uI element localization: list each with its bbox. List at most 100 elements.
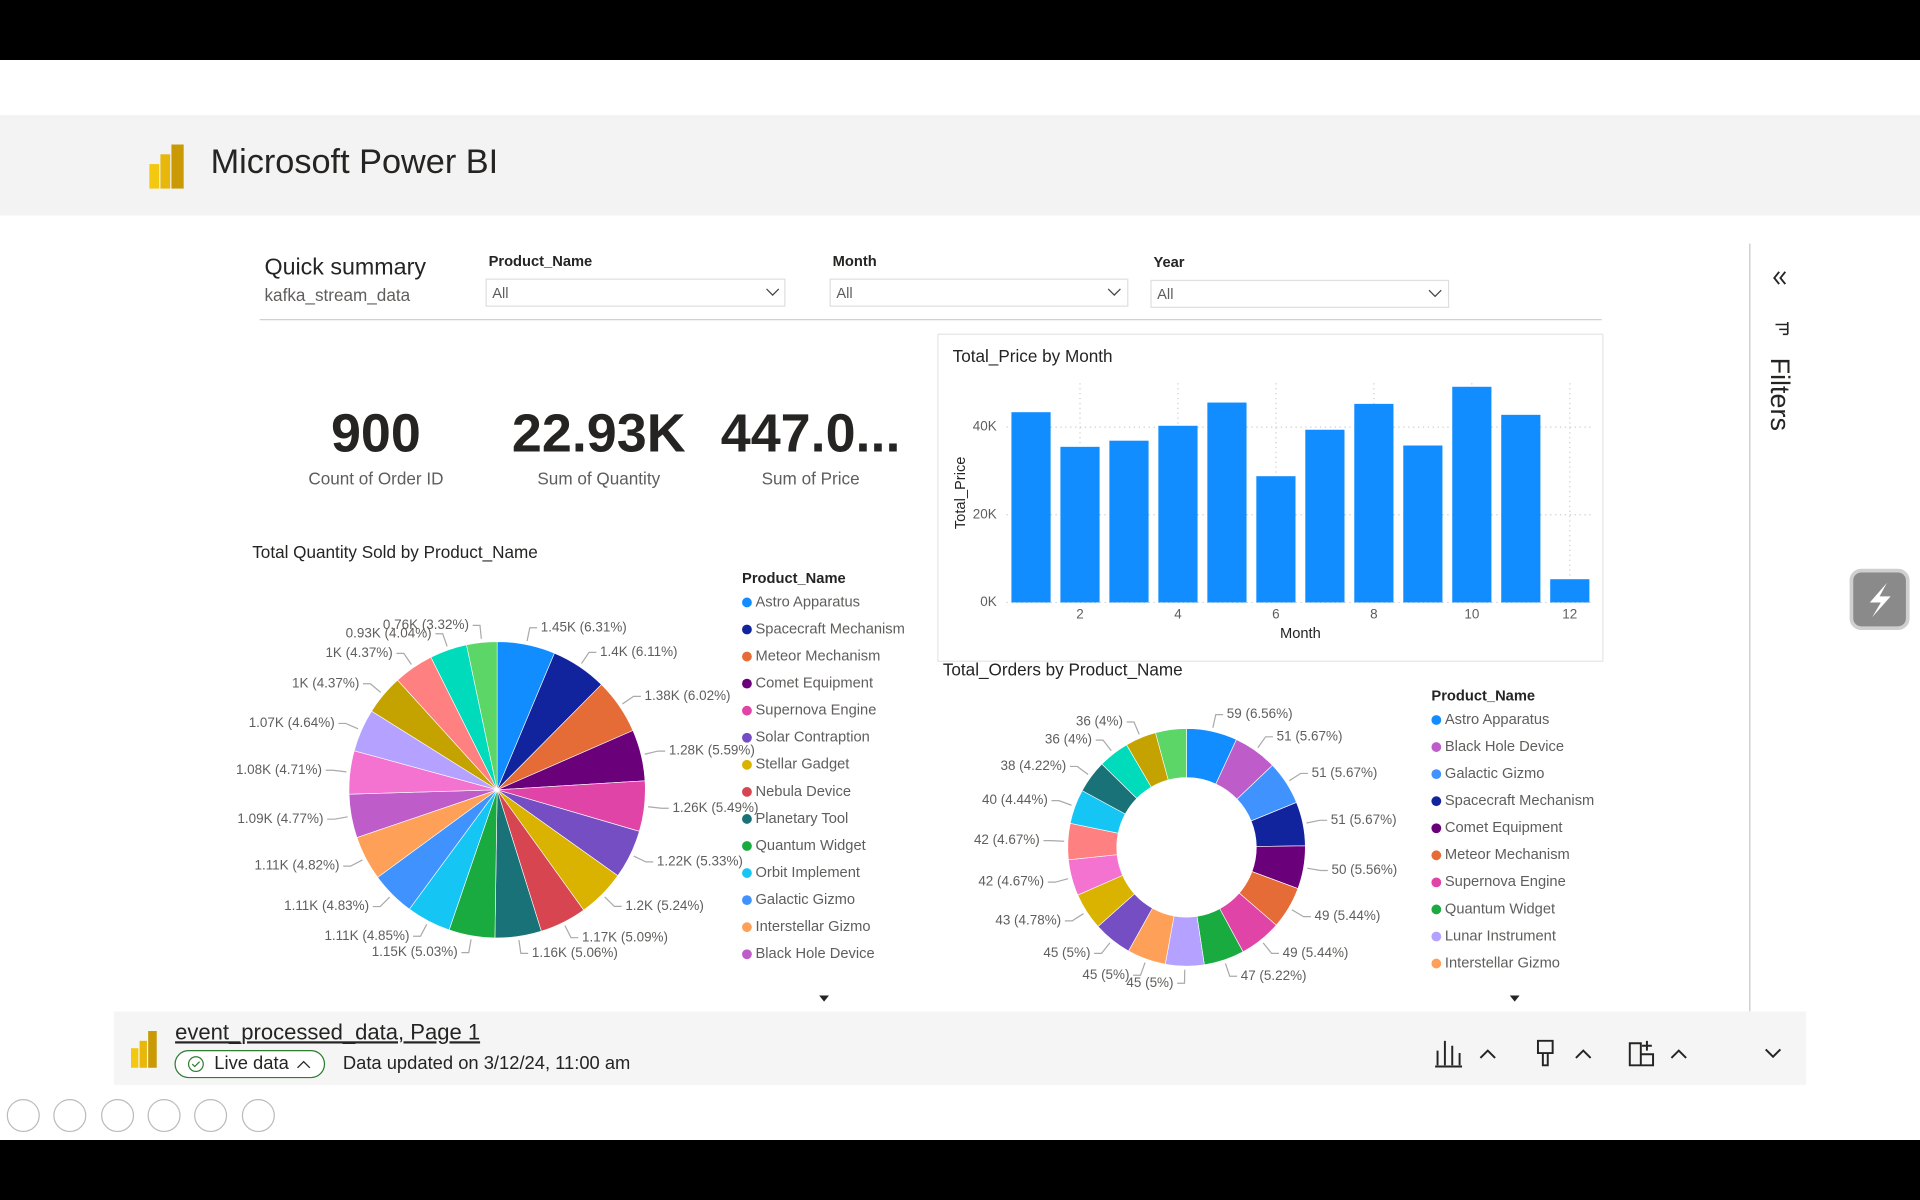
data-label: 1.11K (4.82%) (254, 858, 339, 873)
leader-line (363, 683, 382, 693)
data-label: 1.08K (4.71%) (236, 762, 322, 777)
filters-title: Filters (1765, 358, 1795, 431)
update-time: Data updated on 3/12/24, 11:00 am (343, 1052, 631, 1073)
bar (1550, 579, 1590, 603)
legend-swatch (1431, 796, 1442, 807)
footer-logo (131, 1031, 157, 1068)
legend-label: Spacecraft Mechanism (756, 621, 905, 637)
x-tick-label: 2 (1076, 606, 1083, 621)
legend-label: Orbit Implement (756, 865, 860, 881)
footer-bar (113, 1011, 1807, 1085)
data-label: 38 (4.22%) (1000, 758, 1066, 773)
legend-label: Meteor Mechanism (1445, 847, 1570, 863)
report-link[interactable]: event_processed_data, Page 1 (175, 1019, 480, 1044)
data-label: 1.45K (6.31%) (541, 619, 627, 634)
chevron (1107, 288, 1121, 296)
leader-line (564, 925, 579, 939)
slicer[interactable]: Month All (829, 254, 1129, 307)
slicer-value: All (836, 286, 852, 302)
data-label: 1K (4.37%) (325, 645, 392, 660)
legend-scroll[interactable] (1509, 995, 1520, 1002)
chevron (766, 288, 780, 296)
x-axis-title: Month (1280, 626, 1321, 642)
slicer-box[interactable] (485, 278, 786, 307)
leader-line (1095, 739, 1112, 752)
data-label: 45 (5%) (1126, 975, 1173, 990)
slicer-box[interactable] (1150, 279, 1450, 308)
bar (1501, 414, 1541, 603)
data-label: 1.11K (4.85%) (324, 928, 409, 943)
chart-title: Total_Orders by Product_Name (943, 660, 1183, 680)
leader-line (372, 896, 391, 908)
slicer-value: All (1157, 287, 1173, 303)
leader-line (1064, 913, 1084, 922)
legend-swatch (1431, 823, 1442, 834)
card-label: Count of Order ID (308, 469, 443, 489)
leader-line (1177, 969, 1186, 984)
live-data-pill[interactable]: Live data (174, 1050, 326, 1079)
leader-line (327, 816, 348, 820)
leader-line (1094, 942, 1111, 954)
data-label: 1.22K (5.33%) (657, 853, 743, 868)
legend-swatch (1431, 769, 1442, 780)
slicer[interactable]: Product_Name All (485, 254, 786, 307)
bar (1354, 403, 1394, 603)
leader-line (1288, 772, 1308, 782)
legend-swatch (742, 922, 752, 933)
data-label: 1.11K (4.83%) (284, 898, 369, 913)
legend-scroll[interactable] (819, 995, 829, 1002)
slicer[interactable]: Year All (1150, 255, 1450, 308)
y-tick-label: 20K (973, 506, 997, 521)
collapse-icon[interactable] (1773, 271, 1787, 285)
bar (1305, 429, 1345, 603)
slideshow-controls[interactable] (6, 1098, 275, 1133)
legend-label: Stellar Gadget (756, 757, 850, 773)
data-label: 1.38K (6.02%) (645, 688, 731, 703)
card-label: Sum of Quantity (537, 469, 660, 489)
legend-label: Quantum Widget (1445, 901, 1555, 917)
legend-label: Supernova Engine (756, 703, 877, 719)
x-tick-label: 6 (1272, 606, 1279, 621)
summary-title: Quick summary (264, 253, 426, 279)
bar (1256, 476, 1296, 603)
legend-label: Astro Apparatus (756, 594, 861, 610)
y-tick-label: 40K (973, 419, 997, 434)
bottom-letterbox (0, 1140, 1920, 1200)
legend-swatch (742, 678, 752, 689)
floating-button[interactable] (1849, 568, 1910, 630)
slicer-label: Month (833, 254, 877, 270)
leader-line (1307, 867, 1328, 872)
leader-line (1133, 962, 1146, 976)
legend-swatch (742, 949, 752, 960)
data-label: 45 (5%) (1082, 967, 1129, 982)
leader-line (461, 939, 472, 954)
slicer-box[interactable] (829, 278, 1129, 307)
y-axis-title: Total_Price (953, 457, 969, 530)
bar (1109, 440, 1149, 603)
leader-line (396, 652, 412, 665)
footer-tools[interactable] (1435, 1039, 1782, 1068)
data-label: 40 (4.44%) (982, 792, 1048, 807)
legend-swatch (1431, 958, 1442, 969)
filters-pane[interactable]: Filters (1765, 271, 1795, 431)
leader-line (1212, 713, 1224, 728)
leader-line (604, 896, 622, 908)
bar (1403, 445, 1443, 603)
leader-line (343, 859, 363, 867)
leader-line (1069, 765, 1089, 775)
y-tick-label: 0K (980, 594, 996, 609)
data-label: 1.17K (5.09%) (582, 929, 668, 944)
legend-label: Black Hole Device (1445, 739, 1564, 755)
filter-icon (1775, 322, 1789, 336)
leader-line (435, 633, 448, 647)
slicer-label: Product_Name (489, 254, 593, 270)
data-label: 36 (4%) (1076, 714, 1123, 729)
data-label: 49 (5.44%) (1315, 908, 1381, 923)
leader-line (622, 695, 641, 705)
leader-line (647, 806, 669, 809)
leader-line (644, 750, 666, 755)
legend-label: Lunar Instrument (1445, 928, 1556, 944)
legend-swatch (742, 895, 752, 906)
data-label: 1K (4.37%) (292, 675, 359, 690)
